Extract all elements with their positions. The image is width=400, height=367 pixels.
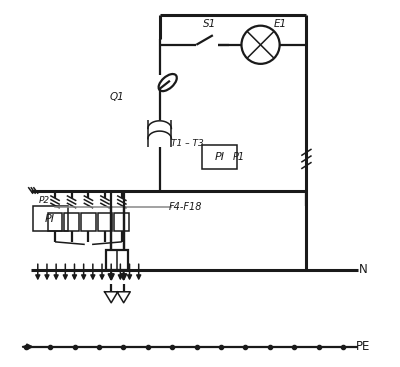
Bar: [48, 213, 62, 231]
Text: P1: P1: [233, 152, 245, 162]
Bar: [81, 213, 96, 231]
Bar: [106, 250, 128, 270]
Text: E1: E1: [274, 19, 287, 29]
Bar: [98, 213, 112, 231]
Text: T1 – T3: T1 – T3: [171, 139, 204, 148]
Text: F4-F18: F4-F18: [169, 202, 202, 212]
Bar: [64, 213, 79, 231]
Text: PE: PE: [356, 340, 370, 353]
Text: Q1: Q1: [110, 92, 125, 102]
Bar: [33, 206, 68, 231]
Bar: [202, 145, 237, 169]
Text: P2: P2: [38, 196, 50, 204]
Text: S1: S1: [202, 19, 216, 29]
Bar: [114, 213, 129, 231]
Text: N: N: [359, 263, 368, 276]
Text: PI: PI: [45, 214, 55, 224]
Text: PI: PI: [214, 152, 224, 162]
